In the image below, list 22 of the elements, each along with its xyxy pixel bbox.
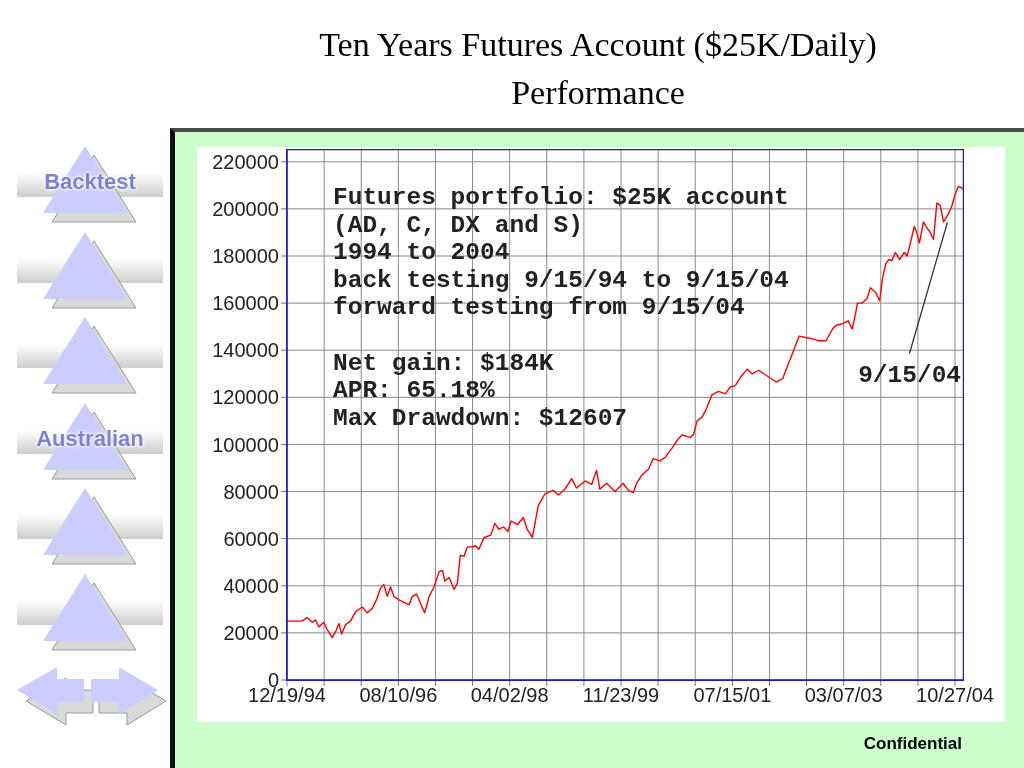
y-tick-label: 40000 xyxy=(223,574,279,597)
y-tick-label: 160000 xyxy=(212,292,279,315)
annotation: Futures portfolio: $25K account (AD, C, DX and S) 1994 to 2004 back testing 9/15/94 to 9/15/04 forward testing from 9/15/04 xyxy=(333,184,789,322)
y-tick-label: 60000 xyxy=(223,527,279,550)
x-tick-label: 03/07/03 xyxy=(804,684,883,707)
y-tick-label: 120000 xyxy=(212,386,279,409)
annotation: Net gain: $184K APR: 65.18% Max Drawdown: $12607 xyxy=(333,349,629,433)
y-tick-label: 100000 xyxy=(212,433,279,456)
y-tick-label: 140000 xyxy=(212,339,279,362)
annotation: 9/15/04 xyxy=(858,361,962,389)
y-tick-label: 220000 xyxy=(212,150,279,173)
x-tick-label: 08/10/96 xyxy=(359,684,438,707)
y-tick-label: 20000 xyxy=(223,621,279,644)
y-tick-label: 200000 xyxy=(212,197,279,220)
y-tick-label: 80000 xyxy=(223,480,279,503)
chart-title: Ten Years Futures Account ($25K/Daily) Performance xyxy=(318,25,878,113)
text: Confidential xyxy=(862,733,962,755)
x-tick-label: 11/23/99 xyxy=(582,684,660,707)
x-tick-label: 04/02/98 xyxy=(470,684,549,707)
x-tick-label: 10/27/04 xyxy=(916,684,994,707)
y-tick-label: 180000 xyxy=(212,245,279,268)
x-tick-label: 07/15/01 xyxy=(693,684,772,707)
